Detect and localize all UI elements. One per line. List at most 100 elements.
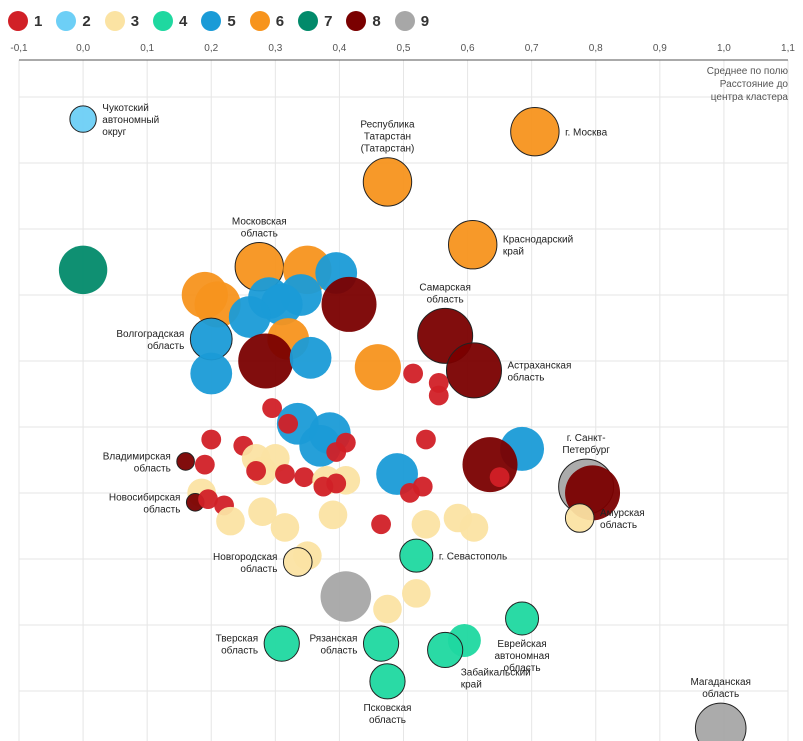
legend-item-9[interactable]: 9 (394, 11, 430, 31)
point-cluster-1[interactable] (246, 460, 267, 481)
legend-swatch-2 (56, 11, 77, 31)
point-label-line: Астраханская (507, 360, 571, 371)
point-cluster-1[interactable] (275, 464, 295, 484)
point-cluster-2[interactable] (69, 105, 97, 133)
point-label: Еврейская автономная область (494, 639, 549, 674)
point-cluster-1[interactable] (326, 442, 347, 462)
point-cluster-9[interactable] (320, 571, 372, 622)
point-cluster-4[interactable] (263, 625, 300, 662)
labels-layer: Чукотский автономный округ Республика Татарс… (102, 103, 751, 726)
point-cluster-8[interactable] (445, 342, 502, 399)
point-cluster-1[interactable] (371, 514, 391, 535)
point-label-line: область (241, 228, 278, 240)
point-label: Тверская область (216, 634, 259, 657)
point-cluster-3[interactable] (373, 594, 402, 624)
legend-item-7[interactable]: 7 (298, 11, 332, 31)
point-cluster-1[interactable] (262, 398, 283, 418)
point-label: Рязанская область (309, 634, 357, 657)
point-cluster-8[interactable] (238, 333, 294, 389)
point-cluster-1[interactable] (416, 429, 436, 450)
x-tick-label: 1,1 (781, 43, 795, 54)
point-cluster-3[interactable] (459, 513, 489, 542)
point-cluster-8[interactable] (462, 437, 518, 493)
legend-item-4[interactable]: 4 (153, 11, 187, 31)
legend-label-9: 9 (420, 12, 430, 30)
point-label: Чукотский автономный округ (102, 103, 159, 138)
legend-item-1[interactable]: 1 (8, 11, 42, 31)
legend-label-4: 4 (179, 12, 188, 30)
point-cluster-3[interactable] (216, 506, 245, 536)
point-label: Самарская область (419, 282, 470, 305)
x-tick-label: -0,1 (10, 43, 28, 54)
point-cluster-6[interactable] (510, 106, 560, 157)
point-cluster-1[interactable] (198, 489, 218, 510)
point-label-line: область (240, 563, 277, 575)
x-tick-label: 0,3 (268, 43, 282, 54)
point-cluster-1[interactable] (403, 363, 424, 384)
legend-label-2: 2 (82, 12, 91, 30)
point-cluster-1[interactable] (278, 413, 299, 434)
point-label-line: область (702, 688, 739, 700)
point-label-line: область (134, 462, 171, 474)
point-cluster-7[interactable] (58, 245, 108, 295)
legend-swatch-1 (8, 11, 28, 31)
point-cluster-3[interactable] (564, 503, 595, 533)
point-label-line: Татарстан (364, 132, 411, 143)
point-cluster-3[interactable] (270, 513, 300, 542)
legend-label-6: 6 (275, 12, 285, 30)
point-cluster-4[interactable] (369, 663, 406, 700)
point-cluster-1[interactable] (194, 454, 215, 475)
x-tick-label: 1,0 (717, 43, 731, 54)
axis-note-line: центра кластера (711, 92, 789, 103)
legend-label-8: 8 (372, 12, 381, 30)
point-cluster-6[interactable] (448, 220, 498, 270)
point-cluster-5[interactable] (228, 296, 271, 338)
point-cluster-5[interactable] (260, 283, 303, 326)
point-cluster-1[interactable] (201, 429, 222, 450)
point-label-line: область (221, 645, 258, 657)
point-cluster-3[interactable] (248, 497, 277, 527)
legend-label-1: 1 (34, 12, 43, 30)
point-cluster-1[interactable] (428, 385, 449, 406)
point-cluster-1[interactable] (294, 467, 315, 488)
point-label: Волгоградская область (116, 329, 184, 352)
x-tick-label: 0,9 (653, 43, 667, 54)
point-label-line: автономный (102, 115, 159, 126)
legend-item-2[interactable]: 2 (56, 11, 91, 31)
point-cluster-4[interactable] (427, 631, 464, 669)
point-cluster-1[interactable] (313, 476, 334, 497)
legend-item-3[interactable]: 3 (104, 11, 139, 31)
legend-swatch-3 (104, 11, 125, 31)
x-tick-label: 0,8 (589, 43, 603, 54)
point-label: Новосибирская область (109, 491, 181, 515)
point-label-line: Псковская (363, 703, 411, 714)
point-label-line: область (143, 503, 180, 515)
point-cluster-8[interactable] (321, 276, 377, 332)
x-tick-label: 0,6 (461, 43, 475, 54)
point-label: Амурская область (600, 508, 645, 531)
point-cluster-3[interactable] (318, 500, 348, 530)
point-cluster-4[interactable] (362, 625, 400, 662)
point-label: Псковская область (363, 703, 411, 726)
point-cluster-5[interactable] (190, 352, 233, 395)
point-cluster-5[interactable] (289, 336, 332, 379)
point-cluster-3[interactable] (282, 547, 313, 577)
point-cluster-3[interactable] (402, 579, 431, 608)
legend-item-5[interactable]: 5 (201, 11, 236, 31)
point-label-line: г. Севастополь (439, 552, 507, 563)
point-label-line: Чукотский (102, 103, 149, 114)
legend-swatch-6 (249, 11, 270, 31)
point-cluster-9[interactable] (694, 702, 747, 741)
point-cluster-1[interactable] (400, 482, 420, 503)
legend-item-6[interactable]: 6 (249, 11, 285, 31)
point-cluster-6[interactable] (362, 157, 413, 207)
point-cluster-8[interactable] (176, 452, 195, 471)
point-cluster-4[interactable] (399, 538, 434, 573)
point-cluster-3[interactable] (411, 509, 441, 539)
point-cluster-6[interactable] (354, 344, 401, 391)
point-label-line: край (461, 680, 482, 691)
point-cluster-1[interactable] (489, 467, 510, 488)
legend-item-8[interactable]: 8 (346, 11, 381, 31)
point-label-line: область (504, 662, 541, 674)
point-cluster-4[interactable] (505, 601, 540, 636)
